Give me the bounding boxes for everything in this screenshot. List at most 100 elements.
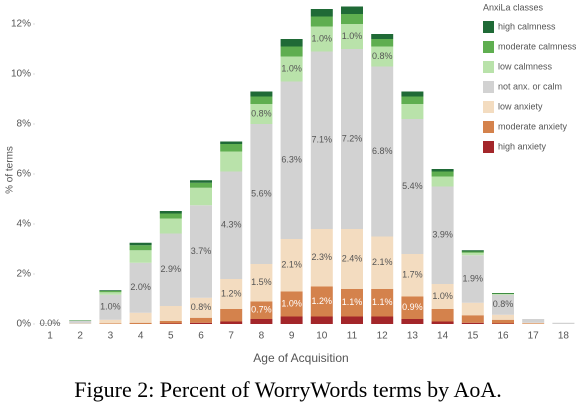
bar-segment	[220, 152, 242, 172]
y-tick-label: 8%	[17, 119, 32, 130]
bar-segment	[99, 290, 121, 291]
value-label: 1.2%	[312, 296, 333, 306]
x-tick-label: 8	[259, 331, 265, 342]
value-label: 6.3%	[281, 155, 302, 165]
legend-label: high anxiety	[498, 141, 547, 151]
legend-swatch	[483, 101, 494, 113]
bar-segment	[190, 180, 212, 183]
bar-segment	[432, 309, 454, 322]
bar-segment	[190, 318, 212, 323]
bar-segment	[522, 324, 544, 325]
bar-segment	[462, 315, 484, 323]
bar-segment	[250, 319, 272, 324]
x-tick-label: 17	[528, 331, 540, 342]
value-label: 6.8%	[372, 146, 393, 156]
legend-label: high calmness	[498, 21, 556, 31]
x-tick-label: 5	[168, 331, 174, 342]
bar-segment	[69, 324, 91, 325]
bar-segment	[401, 319, 423, 324]
legend-label: not anx. or calm	[498, 81, 562, 91]
bar-segment	[220, 322, 242, 325]
bar-segment	[432, 322, 454, 325]
bar-segment	[311, 17, 333, 27]
value-label: 5.6%	[251, 188, 272, 198]
x-tick-label: 7	[228, 331, 234, 342]
value-label: 1.0%	[342, 31, 363, 41]
value-label: 2.0%	[130, 282, 151, 292]
value-label: 4.3%	[221, 220, 242, 230]
value-label: 1.7%	[402, 270, 423, 280]
value-label: 0.0%	[40, 318, 61, 328]
legend-label: low calmness	[498, 61, 553, 71]
bar-segment	[220, 309, 242, 322]
legend-swatch	[483, 121, 494, 133]
caption: Figure 2: Percent of WorryWords terms by…	[74, 377, 501, 402]
x-tick-label: 2	[77, 331, 83, 342]
value-label: 2.1%	[281, 260, 302, 270]
bar-segment	[160, 321, 182, 324]
value-label: 1.5%	[251, 277, 272, 287]
bar-segment	[432, 169, 454, 172]
value-label: 0.8%	[372, 51, 393, 61]
legend-label: low anxiety	[498, 101, 543, 111]
bar-segment	[311, 317, 333, 325]
value-label: 0.8%	[251, 108, 272, 118]
bar-segment	[281, 39, 303, 47]
bar-segment	[401, 104, 423, 119]
bar-segment	[160, 214, 182, 219]
bar-segment	[401, 97, 423, 105]
y-tick-label: 10%	[11, 69, 31, 80]
legend-label: moderate calmness	[498, 41, 576, 51]
bar-segment	[492, 294, 514, 295]
value-label: 0.8%	[493, 299, 514, 309]
bar-segment	[522, 319, 544, 323]
x-tick-label: 10	[316, 331, 328, 342]
legend-swatch	[483, 81, 494, 93]
value-label: 7.2%	[342, 133, 363, 143]
legend-swatch	[483, 61, 494, 73]
value-label: 1.1%	[342, 297, 363, 307]
value-label: 1.0%	[281, 298, 302, 308]
legend-title: AnxiLa classes	[483, 2, 544, 12]
bar-segment	[522, 323, 544, 324]
bar-segment	[130, 245, 152, 250]
value-label: 1.0%	[432, 291, 453, 301]
bar-segment	[462, 303, 484, 316]
value-label: 0.7%	[251, 305, 272, 315]
bar-segment	[432, 177, 454, 187]
bar-segment	[160, 211, 182, 214]
value-label: 1.2%	[221, 288, 242, 298]
value-label: 2.9%	[161, 264, 182, 274]
y-tick-label: 0%	[17, 319, 32, 330]
legend-swatch	[483, 41, 494, 53]
value-label: 1.9%	[463, 273, 484, 283]
value-label: 2.3%	[312, 252, 333, 262]
bar-segment	[432, 172, 454, 177]
x-tick-label: 12	[377, 331, 389, 342]
bar-segment	[492, 294, 514, 295]
legend-swatch	[483, 141, 494, 153]
bar-segment	[492, 320, 514, 324]
bar-segment	[281, 317, 303, 325]
bar-segment	[462, 250, 484, 251]
bar-segment	[341, 14, 363, 24]
x-tick-label: 4	[138, 331, 144, 342]
bar-segment	[190, 183, 212, 188]
bar-segment	[250, 92, 272, 97]
bar-segment	[99, 324, 121, 325]
x-tick-label: 14	[437, 331, 449, 342]
bar-segment	[462, 252, 484, 253]
bar-segment	[220, 144, 242, 152]
bar-segment	[492, 324, 514, 325]
y-tick-label: 12%	[11, 19, 31, 30]
x-tick-label: 9	[289, 331, 295, 342]
x-tick-label: 1	[47, 331, 53, 342]
bar-segment	[190, 323, 212, 324]
bar-segment	[311, 9, 333, 17]
bar-segment	[371, 34, 393, 39]
value-label: 1.0%	[100, 302, 121, 312]
bar-segment	[492, 293, 514, 294]
y-axis-label: % of terms	[5, 146, 16, 194]
value-label: 1.0%	[281, 63, 302, 73]
bar-segment	[341, 317, 363, 325]
